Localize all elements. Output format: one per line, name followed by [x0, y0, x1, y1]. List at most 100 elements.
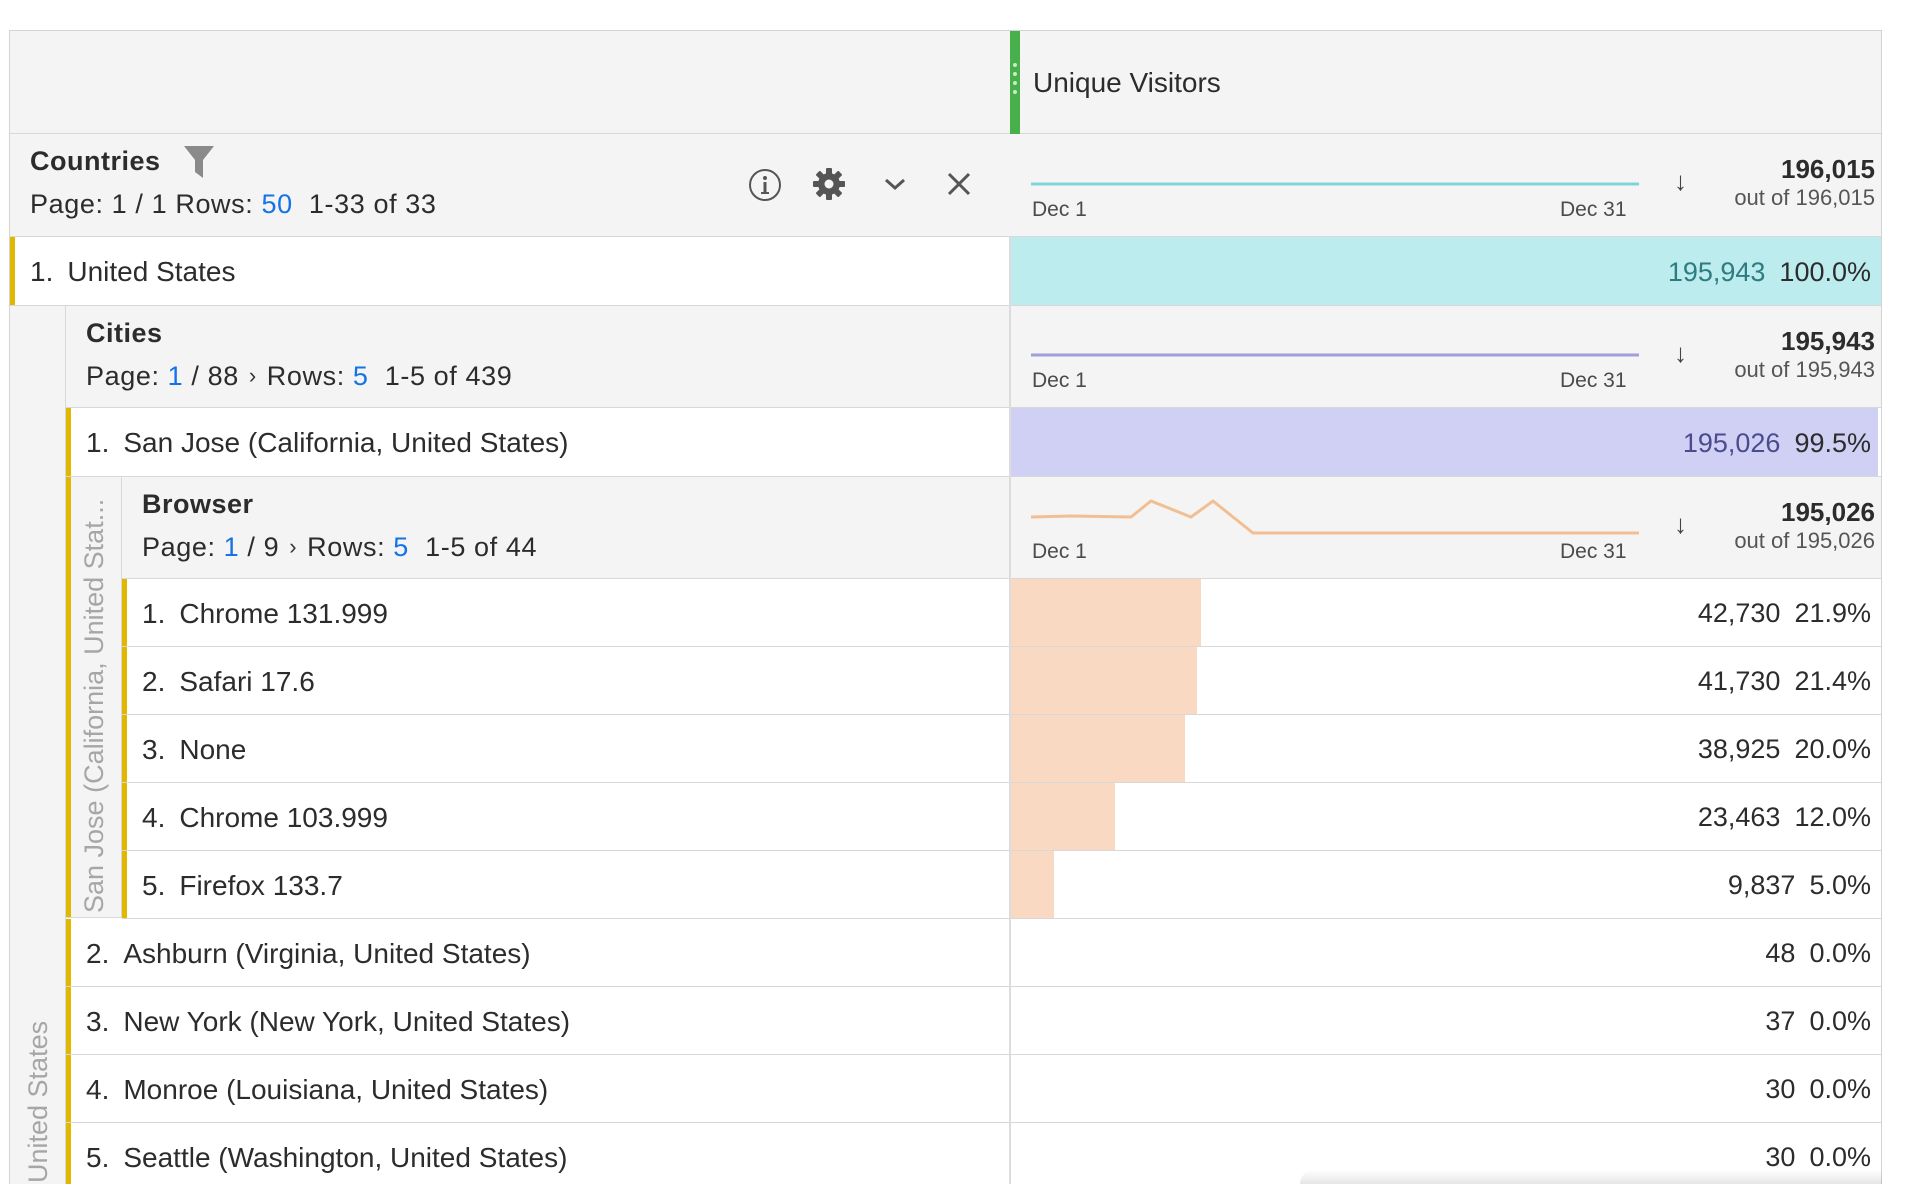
- row-name: Chrome 103.999: [179, 802, 388, 833]
- browser-total: 195,026: [1781, 497, 1875, 527]
- row-percent: 99.5%: [1794, 428, 1871, 458]
- metric-drag-handle[interactable]: [1010, 31, 1020, 134]
- row-marker: [66, 1055, 71, 1122]
- table-row[interactable]: 3. New York (New York, United States) 37 0…: [66, 987, 1881, 1055]
- row-marker: [66, 1123, 71, 1184]
- page-current-link[interactable]: 1: [167, 361, 184, 391]
- row-index: 4.: [86, 1074, 110, 1105]
- row-label: 2. Ashburn (Virginia, United States): [86, 938, 531, 970]
- row-value: 38,925: [1697, 734, 1781, 764]
- sort-down-arrow-icon[interactable]: ↓: [1674, 509, 1687, 539]
- metric-column-header[interactable]: Unique Visitors: [1010, 31, 1881, 134]
- spark-start-label: Dec 1: [1032, 540, 1087, 563]
- row-value: 195,943: [1667, 257, 1766, 287]
- row-marker: [122, 783, 127, 850]
- row-label: 1. San Jose (California, United States): [86, 427, 568, 459]
- row-name: Safari 17.6: [179, 666, 315, 697]
- row-index: 3.: [142, 734, 166, 765]
- info-icon[interactable]: [747, 167, 783, 203]
- table-row[interactable]: 3. None 38,925 20.0%: [122, 715, 1881, 783]
- row-value: 195,026: [1682, 428, 1781, 458]
- row-index: 2.: [86, 938, 110, 969]
- table-row[interactable]: 4. Chrome 103.999 23,463 12.0%: [122, 783, 1881, 851]
- table-row[interactable]: 2. Ashburn (Virginia, United States) 48 0.…: [66, 919, 1881, 987]
- row-marker: [10, 237, 15, 305]
- rows-per-page-link[interactable]: 5: [352, 361, 369, 391]
- spark-end-label: Dec 31: [1560, 369, 1627, 392]
- row-value: 48: [1765, 938, 1796, 968]
- table-row[interactable]: 5. Firefox 133.7 9,837 5.0%: [122, 851, 1881, 919]
- rows-per-page-link[interactable]: 5: [393, 532, 409, 562]
- rows-label: Rows:: [175, 189, 254, 219]
- filter-icon[interactable]: [184, 146, 214, 178]
- row-name: Ashburn (Virginia, United States): [123, 938, 531, 969]
- dimension-header-blank: [10, 31, 1010, 134]
- gear-icon[interactable]: [810, 165, 848, 203]
- freeform-table: Unique Visitors Countries Page: 1 / 1 Ro…: [9, 30, 1882, 1184]
- row-values: 38,925 20.0%: [1698, 734, 1871, 765]
- row-label: 5. Firefox 133.7: [142, 870, 343, 902]
- value-bar: [1010, 647, 1197, 714]
- close-icon[interactable]: [942, 167, 976, 201]
- chevron-down-icon[interactable]: [880, 167, 910, 201]
- rows-label: Rows:: [307, 532, 386, 562]
- table-row-san-jose[interactable]: 1. San Jose (California, United States) 1…: [66, 408, 1881, 477]
- rows-per-page-link[interactable]: 50: [261, 189, 293, 219]
- row-name: Chrome 131.999: [179, 598, 388, 629]
- browser-header: Browser Page: 1 / 9 › Rows: 5 1-5 of 44 De…: [122, 477, 1881, 579]
- next-page-chevron-icon[interactable]: ›: [248, 363, 257, 388]
- value-bar: [1010, 715, 1185, 782]
- row-label: 3. New York (New York, United States): [86, 1006, 570, 1038]
- cities-header: Cities Page: 1 / 88 › Rows: 5 1-5 of 439 D…: [66, 306, 1881, 408]
- row-percent: 0.0%: [1809, 1142, 1871, 1172]
- row-value: 41,730: [1697, 666, 1781, 696]
- countries-header: Countries Page: 1 / 1 Rows: 50 1-33 of 3…: [10, 134, 1881, 237]
- row-label: 1. Chrome 131.999: [142, 598, 388, 630]
- row-values: 41,730 21.4%: [1698, 666, 1871, 697]
- cities-out-of: out of 195,943: [1734, 357, 1875, 382]
- page-current-link[interactable]: 1: [223, 532, 240, 562]
- row-value: 23,463: [1697, 802, 1781, 832]
- row-values: 42,730 21.9%: [1698, 598, 1871, 629]
- row-percent: 0.0%: [1809, 1006, 1871, 1036]
- row-percent: 0.0%: [1809, 938, 1871, 968]
- next-page-chevron-icon[interactable]: ›: [289, 534, 298, 559]
- row-label: 5. Seattle (Washington, United States): [86, 1142, 567, 1174]
- row-index: 5.: [142, 870, 166, 901]
- table-row[interactable]: 2. Safari 17.6 41,730 21.4%: [122, 647, 1881, 715]
- row-index: 4.: [142, 802, 166, 833]
- browser-pagination: Page: 1 / 9 › Rows: 5 1-5 of 44: [142, 532, 538, 562]
- row-value: 30: [1765, 1142, 1796, 1172]
- row-percent: 21.9%: [1794, 598, 1871, 628]
- table-row[interactable]: 4. Monroe (Louisiana, United States) 30 0.…: [66, 1055, 1881, 1123]
- table-row[interactable]: 1. Chrome 131.999 42,730 21.9%: [122, 579, 1881, 647]
- country-breakdown-gutter: United States: [10, 306, 66, 1184]
- table-row[interactable]: 5. Seattle (Washington, United States) 30…: [66, 1123, 1881, 1184]
- row-marker: [66, 987, 71, 1054]
- row-label: 1. United States: [30, 256, 235, 288]
- sort-down-arrow-icon[interactable]: ↓: [1674, 338, 1687, 368]
- row-values: 9,837 5.0%: [1728, 870, 1871, 901]
- row-values: 23,463 12.0%: [1698, 802, 1871, 833]
- page-current: 1: [111, 189, 128, 219]
- metric-title: Unique Visitors: [1033, 67, 1221, 98]
- page-label: Page:: [86, 361, 160, 391]
- countries-sparkline: [1031, 182, 1639, 186]
- page-total: 1: [151, 189, 168, 219]
- city-breakdown-gutter: San Jose (California, United Stat...: [66, 477, 122, 918]
- row-values: 195,943 100.0%: [1668, 257, 1871, 288]
- row-values: 48 0.0%: [1765, 938, 1871, 969]
- row-percent: 21.4%: [1794, 666, 1871, 696]
- row-values: 30 0.0%: [1765, 1142, 1871, 1173]
- table-row-united-states[interactable]: 1. United States 195,943 100.0%: [10, 237, 1881, 306]
- cities-pagination: Page: 1 / 88 › Rows: 5 1-5 of 439: [86, 361, 513, 391]
- browser-sparkline: [1031, 499, 1639, 535]
- browser-title: Browser: [142, 489, 254, 519]
- value-bar: [1010, 851, 1054, 918]
- row-percent: 5.0%: [1809, 870, 1871, 900]
- row-values: 30 0.0%: [1765, 1074, 1871, 1105]
- row-percent: 0.0%: [1809, 1074, 1871, 1104]
- sort-down-arrow-icon[interactable]: ↓: [1674, 166, 1687, 196]
- row-marker: [66, 477, 71, 917]
- countries-total: 196,015: [1781, 154, 1875, 184]
